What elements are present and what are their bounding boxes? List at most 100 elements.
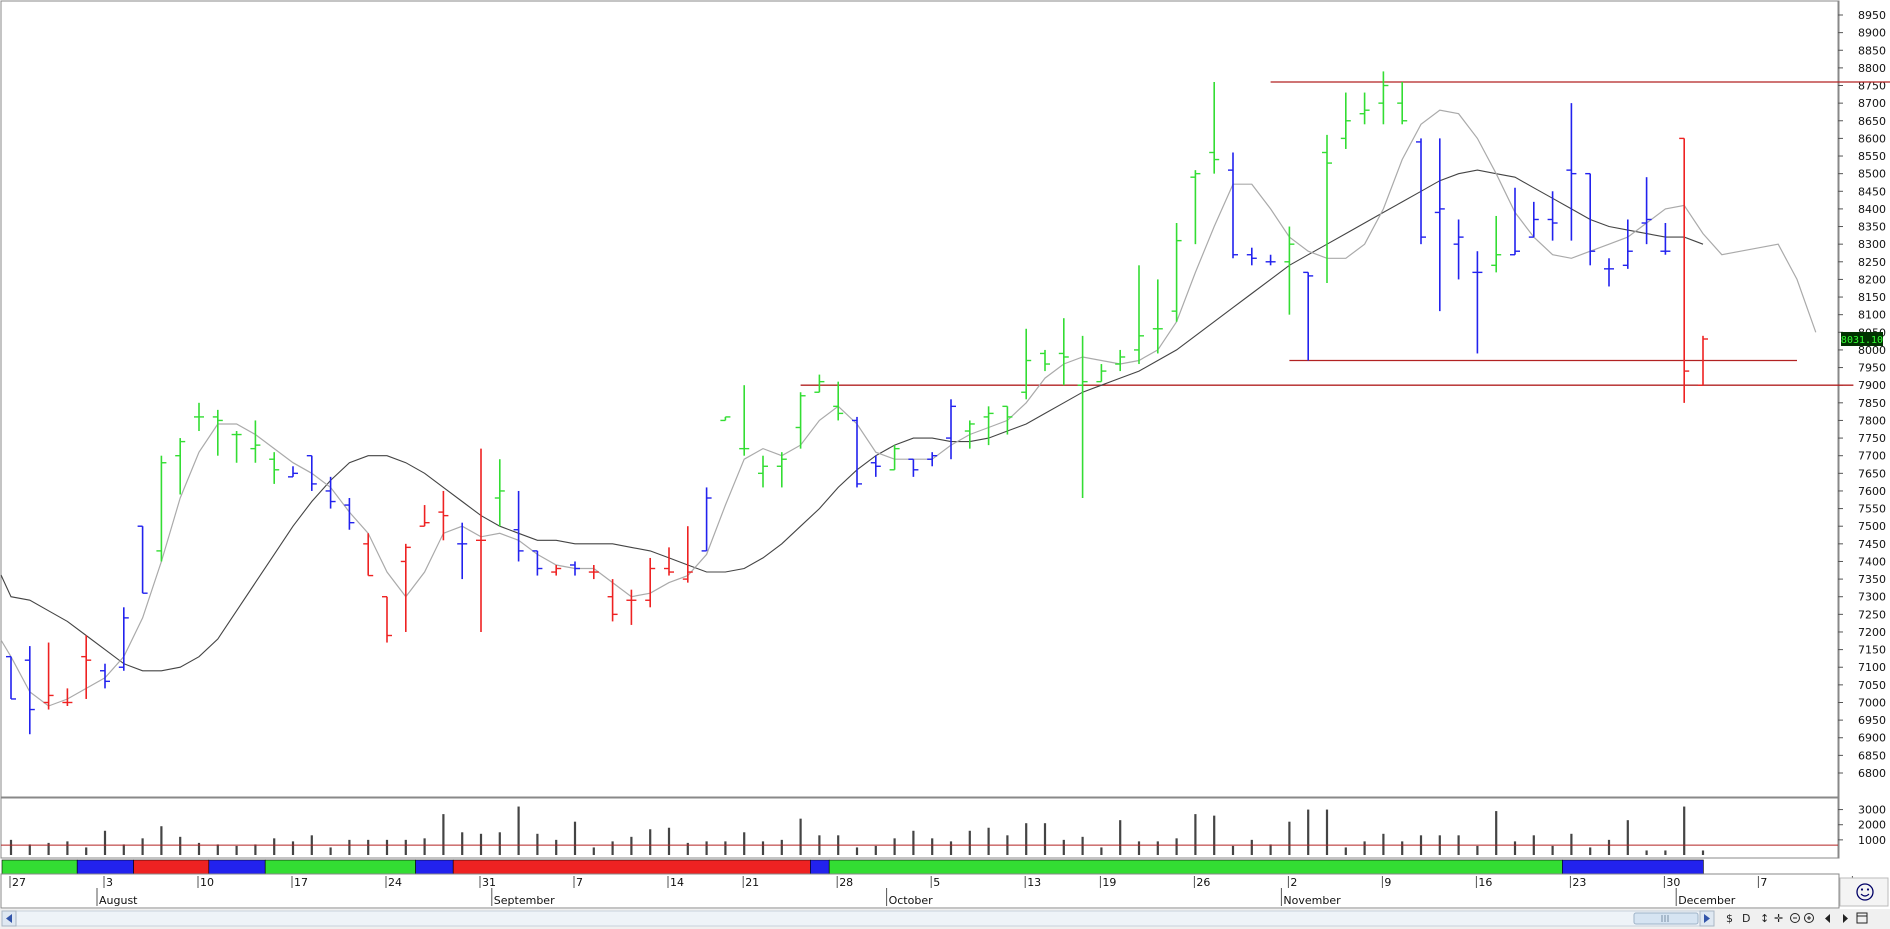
price-tick-label: 7250 (1858, 608, 1886, 621)
ohlc-bar (288, 466, 298, 478)
scroll-left-icon[interactable] (1, 910, 17, 927)
svg-text:✛: ✛ (1774, 912, 1783, 925)
ohlc-bar (532, 550, 543, 576)
last-price-background (1841, 332, 1883, 347)
ohlc-bar (645, 557, 656, 608)
ohlc-bar (81, 635, 92, 699)
pan-right-icon[interactable] (1843, 914, 1848, 923)
ohlc-bar (344, 498, 355, 530)
price-tick-label: 7200 (1858, 626, 1886, 639)
trend-color-strip (1, 859, 1704, 875)
last-price-badge: 8031.10 (1841, 332, 1883, 347)
scroll-thumb[interactable] (1633, 912, 1699, 925)
pan-left-icon[interactable] (1825, 914, 1830, 923)
ohlc-bar (1359, 92, 1370, 125)
color-strip-segment (810, 859, 830, 875)
price-panel[interactable] (0, 0, 1840, 798)
price-tick-label: 8950 (1858, 9, 1886, 22)
ohlc-bar (1040, 349, 1050, 372)
ohlc-bar (1510, 187, 1520, 256)
ohlc-bar (1265, 254, 1276, 266)
move-vertical-icon[interactable]: ↕ (1760, 912, 1769, 925)
ohlc-bar (1303, 271, 1314, 361)
date-day-label: 2 (1290, 876, 1297, 889)
date-day-label: 16 (1478, 876, 1492, 889)
ohlc-bar (325, 476, 336, 509)
date-day-label: 7 (1760, 876, 1767, 889)
ohlc-bar (701, 487, 712, 552)
color-strip-segment (1562, 859, 1704, 875)
price-tick-label: 7800 (1858, 414, 1886, 427)
grid-icon[interactable] (1856, 912, 1868, 924)
price-tick-label: 8600 (1858, 132, 1886, 145)
ohlc-bar (588, 564, 599, 580)
ohlc-bar (194, 402, 204, 432)
ohlc-bar (1491, 215, 1502, 273)
ohlc-bar (6, 655, 16, 700)
ohlc-bar (62, 688, 73, 707)
ohlc-bar (551, 564, 562, 576)
smiley-icon[interactable] (1856, 883, 1874, 901)
ohlc-bar (795, 392, 806, 449)
price-tick-label: 8700 (1858, 97, 1886, 110)
price-tick-label: 8250 (1858, 256, 1886, 269)
scroll-right-icon[interactable] (1699, 910, 1715, 927)
ohlc-bar (720, 416, 731, 422)
ohlc-bar (739, 385, 750, 456)
price-tick-label: 8300 (1858, 238, 1886, 251)
dollar-icon[interactable]: $ (1726, 912, 1733, 925)
price-tick-label: 6800 (1858, 767, 1886, 780)
d-icon[interactable]: D (1742, 912, 1750, 925)
date-axis-panel (0, 873, 1840, 909)
ohlc-bar (758, 455, 768, 488)
ohlc-bar (24, 646, 35, 735)
price-tick-label: 7600 (1858, 485, 1886, 498)
ohlc-bar (1641, 177, 1652, 245)
ohlc-bar (1472, 251, 1483, 354)
ohlc-bar (1547, 191, 1558, 241)
volume-tick-label: 3000 (1858, 804, 1886, 817)
ohlc-bar (682, 526, 693, 583)
ohlc-bar (306, 454, 317, 491)
color-strip-segment (76, 859, 134, 875)
ohlc-bar (438, 490, 449, 541)
ohlc-bar (1340, 92, 1351, 149)
zoom-in-icon[interactable] (1804, 913, 1814, 923)
ohlc-bar (607, 579, 618, 622)
price-tick-label: 7400 (1858, 555, 1886, 568)
price-tick-label: 6900 (1858, 732, 1886, 745)
ohlc-bar (1566, 103, 1577, 241)
last-price-value: 8031.10 (1841, 335, 1883, 346)
price-tick-label: 8500 (1858, 168, 1886, 181)
price-tick-label: 7300 (1858, 591, 1886, 604)
scroll-thumb-grip-icon (1661, 915, 1669, 922)
ohlc-bar (1190, 170, 1201, 245)
price-tick-label: 8200 (1858, 273, 1886, 286)
price-tick-label: 8900 (1858, 27, 1886, 40)
volume-axis: 1000 2000 3000 (1837, 798, 1886, 858)
zoom-out-icon[interactable] (1790, 913, 1800, 923)
ohlc-bar (494, 459, 505, 527)
ohlc-bar (1604, 258, 1614, 287)
ohlc-bar (776, 452, 787, 488)
ohlc-bar (927, 452, 938, 467)
ohlc-bar (983, 406, 994, 446)
price-tick-label: 6850 (1858, 749, 1886, 762)
ohlc-bar (1284, 226, 1295, 315)
date-day-label: 31 (482, 876, 496, 889)
crosshair-icon[interactable]: ✛ (1774, 912, 1783, 925)
date-day-label: 21 (745, 876, 759, 889)
ohlc-bar (1209, 81, 1220, 174)
price-tick-label: 7550 (1858, 503, 1886, 516)
price-tick-label: 8750 (1858, 80, 1886, 93)
horizontal-scrollbar[interactable] (1, 910, 1715, 927)
price-tick-label: 7050 (1858, 679, 1886, 692)
color-strip-segment (828, 859, 1563, 875)
ohlc-bar (513, 490, 524, 562)
ohlc-bar (1453, 219, 1464, 280)
ohlc-bar (870, 455, 881, 477)
volume-panel[interactable] (0, 797, 1840, 859)
ohlc-bar (43, 642, 54, 710)
ohlc-bar (964, 420, 975, 449)
date-day-label: 24 (388, 876, 402, 889)
